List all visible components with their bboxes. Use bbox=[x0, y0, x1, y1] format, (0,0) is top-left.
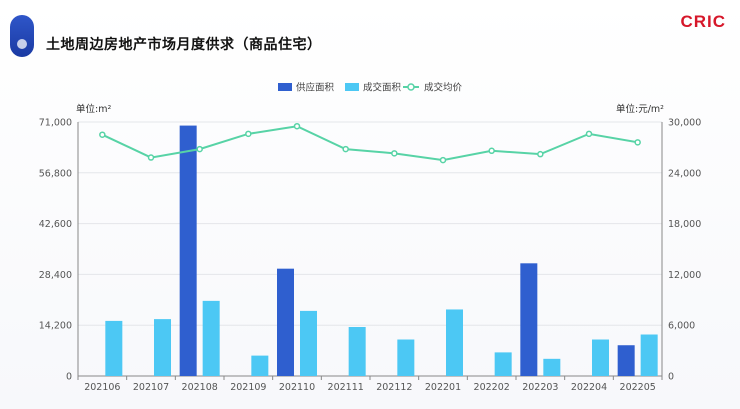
y-left-unit-label: 单位:m² bbox=[76, 103, 111, 115]
bar-deal-area bbox=[640, 334, 658, 376]
legend-marker-deal-price bbox=[407, 83, 415, 91]
point-deal-price bbox=[585, 130, 593, 138]
point-deal-price bbox=[147, 154, 155, 161]
line-deal-price bbox=[101, 125, 638, 162]
bar-supply bbox=[277, 268, 294, 376]
y-right-tick-label: 18,000 bbox=[668, 219, 701, 230]
y-right-tick-label: 12,000 bbox=[668, 270, 701, 281]
point-deal-price bbox=[342, 145, 349, 153]
legend-swatch-deal-area bbox=[345, 83, 359, 91]
x-tick-label: 202204 bbox=[571, 382, 607, 393]
chart-title: 土地周边房地产市场月度供求（商品住宅） bbox=[46, 37, 322, 53]
bar-deal-area bbox=[202, 300, 220, 376]
x-tick-label: 202108 bbox=[182, 382, 218, 393]
x-tick-label: 202106 bbox=[84, 382, 120, 393]
y-left-tick-label: 14,200 bbox=[39, 321, 72, 332]
point-deal-price bbox=[439, 156, 447, 164]
bar-supply bbox=[520, 263, 538, 376]
bar-deal-area bbox=[105, 320, 123, 376]
legend-label-deal-area: 成交面积 bbox=[363, 82, 402, 94]
bar-deal-area bbox=[251, 355, 269, 376]
y-right-tick-label: 0 bbox=[668, 372, 674, 383]
x-tick-label: 202111 bbox=[328, 382, 364, 393]
bar-deal-area bbox=[300, 310, 317, 376]
bar-supply bbox=[179, 125, 197, 377]
point-deal-price bbox=[99, 131, 106, 138]
bar-deal-area bbox=[494, 352, 512, 376]
legend-swatch-supply bbox=[278, 83, 292, 91]
bar-deal-area bbox=[397, 339, 415, 376]
title-marker-icon bbox=[10, 15, 34, 57]
x-tick-label: 202202 bbox=[474, 382, 510, 393]
point-deal-price bbox=[293, 122, 301, 130]
y-left-tick-label: 0 bbox=[66, 372, 72, 383]
bar-deal-area bbox=[154, 319, 171, 376]
bar-deal-area bbox=[543, 358, 561, 376]
y-right-unit-label: 单位:元/m² bbox=[616, 103, 664, 115]
x-tick-label: 202112 bbox=[376, 382, 412, 393]
y-right-tick-label: 6,000 bbox=[668, 321, 695, 332]
y-left-tick-label: 28,400 bbox=[39, 270, 72, 281]
bar-deal-area bbox=[446, 309, 463, 376]
y-right-tick-label: 30,000 bbox=[668, 118, 701, 129]
x-tick-label: 202109 bbox=[230, 382, 266, 393]
header: 土地周边房地产市场月度供求（商品住宅） CRIC bbox=[0, 0, 740, 60]
point-deal-price bbox=[245, 130, 252, 138]
point-deal-price bbox=[537, 150, 544, 158]
legend-label-supply: 供应面积 bbox=[296, 82, 335, 94]
x-tick-label: 202107 bbox=[133, 382, 169, 393]
legend-label-deal-price: 成交均价 bbox=[424, 82, 463, 94]
x-tick-label: 202110 bbox=[279, 382, 315, 393]
point-deal-price bbox=[391, 150, 398, 157]
point-deal-price bbox=[196, 145, 203, 153]
bar-deal-area bbox=[348, 326, 366, 376]
point-deal-price bbox=[634, 139, 641, 146]
y-right-tick-label: 24,000 bbox=[668, 168, 701, 179]
y-left-tick-label: 71,000 bbox=[39, 118, 72, 129]
x-tick-label: 202205 bbox=[620, 382, 656, 393]
brand-logo: CRIC bbox=[680, 12, 726, 31]
bar-supply bbox=[617, 345, 635, 376]
x-tick-label: 202203 bbox=[522, 382, 558, 393]
y-left-tick-label: 42,600 bbox=[39, 219, 72, 230]
x-tick-label: 202201 bbox=[425, 382, 461, 393]
point-deal-price bbox=[488, 147, 495, 155]
y-left-tick-label: 56,800 bbox=[39, 168, 72, 179]
bar-deal-area bbox=[592, 339, 609, 376]
